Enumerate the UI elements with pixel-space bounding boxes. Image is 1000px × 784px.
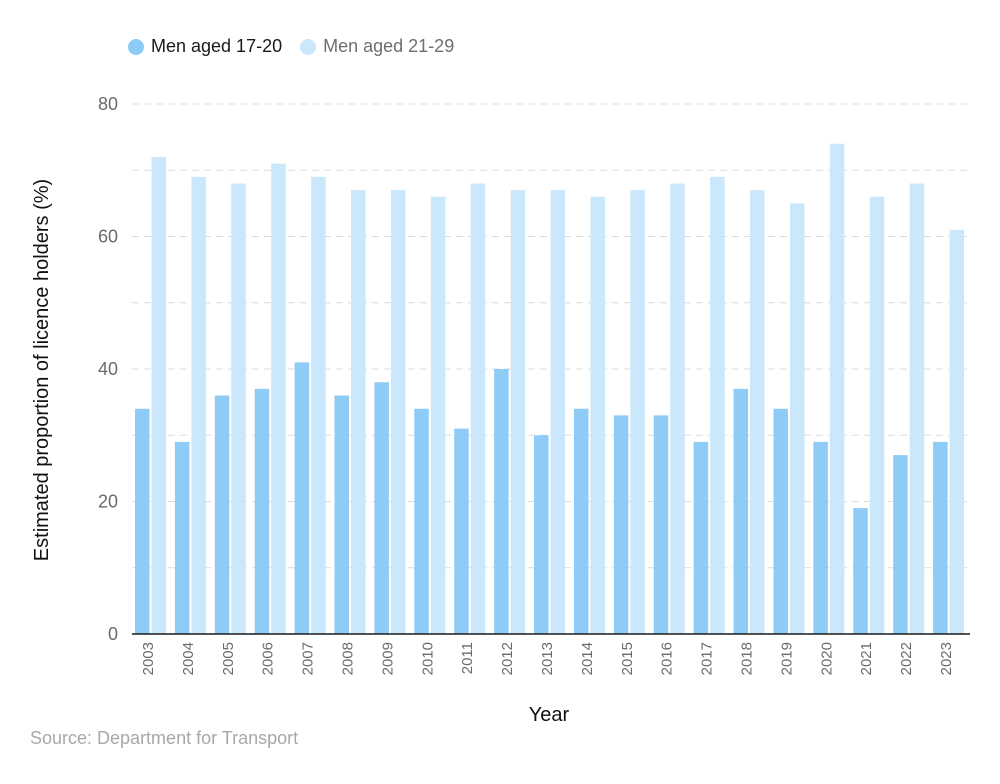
bar-series-1: [414, 408, 429, 634]
x-tick-label: 2020: [818, 642, 835, 675]
legend-swatch-series-2: [300, 38, 317, 55]
legend: Men aged 17-20 Men aged 21-29: [128, 36, 454, 57]
x-tick-label: 2004: [180, 642, 197, 675]
bar-series-2: [909, 183, 925, 634]
bar-series-1: [933, 441, 948, 634]
bar-series-2: [789, 203, 805, 634]
bar-series-1: [135, 408, 150, 634]
x-tick-label: 2018: [739, 642, 756, 675]
source-note: Source: Department for Transport: [30, 728, 299, 748]
bar-series-1: [454, 428, 469, 634]
bar-series-2: [271, 163, 286, 634]
x-tick-label: 2015: [619, 642, 636, 675]
bar-series-2: [869, 196, 885, 634]
bar-series-2: [470, 183, 486, 634]
x-tick-label: 2009: [379, 642, 396, 675]
x-tick-label: 2011: [459, 642, 476, 674]
x-tick-label: 2007: [300, 642, 317, 675]
bar-series-2: [670, 183, 685, 634]
bar-series-2: [351, 190, 366, 634]
y-tick-label: 40: [98, 359, 118, 379]
legend-item-series-1[interactable]: Men aged 17-20: [128, 36, 282, 57]
y-tick-label: 80: [98, 94, 118, 114]
bars: [135, 143, 965, 634]
bar-series-2: [430, 196, 446, 634]
bar-series-1: [494, 369, 509, 634]
legend-label-series-2: Men aged 21-29: [323, 36, 455, 56]
y-axis-title: Estimated proportion of licence holders …: [31, 179, 53, 561]
x-tick-label: 2014: [579, 642, 596, 675]
bar-series-1: [534, 435, 549, 634]
x-tick-label: 2003: [140, 642, 157, 675]
y-tick-label: 0: [108, 624, 118, 644]
x-tick-label: 2023: [938, 642, 955, 675]
x-tick-label: 2012: [499, 642, 516, 675]
bar-series-1: [334, 395, 350, 634]
bar-series-1: [214, 395, 230, 634]
bar-series-1: [294, 362, 310, 634]
bar-series-1: [174, 441, 190, 634]
bar-series-1: [254, 388, 270, 634]
bar-series-2: [949, 229, 965, 634]
bar-series-2: [710, 176, 725, 634]
bar-series-2: [151, 157, 166, 634]
legend-label-series-1: Men aged 17-20: [151, 36, 283, 56]
x-tick-label: 2006: [260, 642, 277, 675]
x-tick-label: 2017: [699, 642, 716, 675]
legend-swatch-series-1: [128, 38, 144, 55]
bar-series-1: [693, 441, 709, 634]
x-tick-label: 2021: [858, 642, 875, 675]
bar-series-1: [374, 382, 389, 634]
bar-series-1: [773, 408, 788, 634]
bar-series-2: [191, 176, 206, 634]
x-tick-label: 2016: [659, 642, 676, 675]
bar-series-2: [590, 196, 605, 634]
bar-series-1: [813, 441, 828, 634]
bar-series-1: [653, 415, 669, 634]
bar-series-1: [573, 408, 589, 634]
x-axis-title: Year: [529, 704, 570, 726]
bar-series-2: [231, 183, 246, 634]
x-tick-label: 2005: [220, 642, 237, 675]
x-tick-label: 2013: [539, 642, 556, 675]
bar-series-2: [390, 190, 406, 634]
bar-series-2: [750, 190, 765, 634]
bar-series-2: [630, 190, 645, 634]
y-tick-label: 60: [98, 227, 118, 247]
y-tick-label: 20: [98, 492, 118, 512]
bar-series-1: [893, 455, 908, 634]
bar-series-1: [613, 415, 629, 634]
legend-item-series-2[interactable]: Men aged 21-29: [300, 36, 454, 57]
bar-series-2: [829, 143, 845, 634]
bar-series-2: [510, 190, 526, 634]
bar-series-2: [311, 176, 326, 634]
x-tick-label: 2008: [339, 642, 356, 675]
bar-series-1: [733, 388, 749, 634]
x-tick-label: 2022: [898, 642, 915, 675]
x-tick-label: 2010: [419, 642, 436, 675]
x-tick-label: 2019: [778, 642, 795, 675]
bar-series-2: [550, 190, 566, 634]
bar-series-1: [853, 508, 868, 634]
